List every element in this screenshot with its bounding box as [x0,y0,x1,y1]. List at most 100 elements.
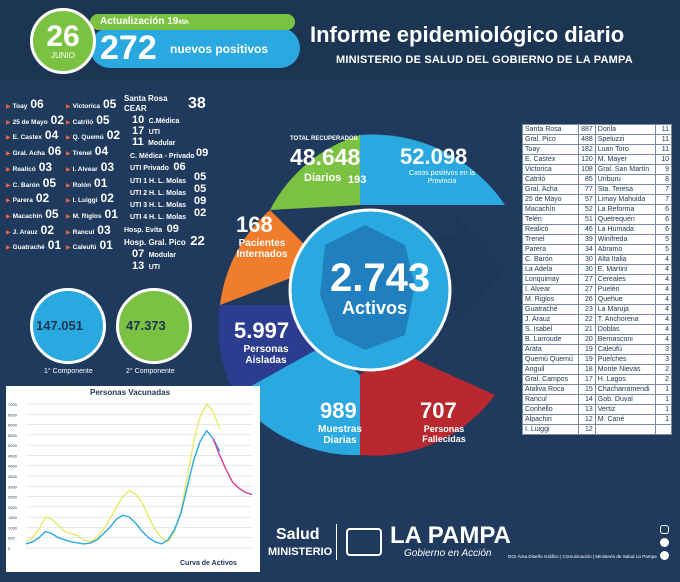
table-cell: T. Anchorena [594,314,657,325]
hospitalized-sector [220,210,325,305]
locality-name: C. Barón [12,181,40,189]
date-month: JUNIO [51,51,75,60]
table-cell: Conhello [521,404,580,415]
second-component-circle [116,288,192,364]
c-medica-privado-row: C. Médica - Privado [130,153,195,160]
table-cell: H. Lagos [594,374,657,385]
footer-brand-sub: Gobierno en Acción [404,548,492,559]
locality-value: 04 [44,128,59,143]
table-cell: B. Larroude [521,334,580,345]
samples-sector [235,345,360,456]
arrow-icon: ▶ [66,182,71,189]
pico-modular-row: 07 Modular [132,248,176,260]
table-cell: Anguil [521,364,580,375]
table-row: Rancul 14 Gob. Duval 1 [521,394,672,405]
table-cell: 10 [655,154,672,165]
footer-ministerio: MINISTERIO [268,546,333,558]
table-cell: Caleufú [594,344,657,355]
arrow-icon: ▶ [6,119,11,126]
page-subtitle: MINISTERIO DE SALUD DEL GOBIERNO DE LA P… [336,54,633,66]
arrow-icon: ▶ [66,151,71,158]
table-cell: 12 [578,424,596,435]
locality-name: Parera [12,197,33,205]
locality-value: 03 [100,159,115,174]
province-logo-icon [346,528,382,556]
table-cell: La Reforma [594,204,657,215]
uti4-value: 02 [194,207,207,219]
locality-name: Gral. Acha [12,150,45,158]
locality-name: I. Alvear [72,165,98,173]
locality-row: ▶ J. Arauz 02 [6,223,54,237]
table-cell: 1 [655,394,672,405]
table-row: Guatraché 23 La Maruja 4 [521,304,672,315]
locality-name: Victorica [72,103,100,110]
table-cell: 7 [655,184,672,195]
locality-value: 01 [47,238,62,253]
cases-label: Casos positivos en la Provincia [408,170,476,185]
locality-value: 02 [40,222,55,237]
update-time-suffix: 45h [178,20,189,26]
table-cell: 1 [655,384,672,395]
table-cell: M. Cané [594,414,657,425]
table-cell: 14 [578,394,596,405]
table-cell: 20 [578,334,596,345]
table-row: Macachín 52 La Reforma 6 [521,204,672,215]
table-cell: 5 [655,244,672,255]
table-row: Trenel 39 Winifreda 5 [521,234,672,245]
table-row: La Adela 30 E. Martini 4 [521,264,672,275]
locality-name: I. Luiggi [72,197,98,205]
twitter-icon[interactable] [660,551,669,560]
table-cell: Cereales [594,274,657,285]
table-cell: Bernasconi [594,334,657,345]
locality-value: 02 [100,191,114,206]
table-cell: 108 [578,164,596,175]
locality-value: 03 [38,159,53,174]
second-component-value: 47.373 [126,318,166,333]
locality-row: ▶ Victorica 05 [66,97,116,111]
table-row: Toay 182 Luan Toro 11 [521,144,672,155]
table-cell: Uriburu [594,174,657,185]
table-cell: 22 [578,314,596,325]
y-tick-label: 7000 [8,402,18,407]
locality-value: 05 [102,97,117,111]
facebook-icon[interactable] [660,538,669,547]
locality-row: ▶ Catriló 05 [66,113,110,127]
cases-value: 52.098 [400,144,468,169]
table-cell: Gral. Acha [521,184,580,195]
table-cell: 4 [655,254,672,265]
table-cell: Guatraché [521,304,580,315]
c-medica-privado-value: 09 [196,147,209,159]
table-row: Telén 51 Quetrequén 6 [521,214,672,225]
isolated-label: Personas Aisladas [243,344,289,366]
table-row: J. Arauz 22 T. Anchorena 4 [521,314,672,325]
uti-row: 17 UTI [132,125,160,137]
table-cell: 4 [655,294,672,305]
table-row: Gral. Acha 77 Sta. Teresa 7 [521,184,672,195]
locality-name: Guatraché [12,244,45,252]
locality-value: 06 [47,144,62,159]
cases-sector [360,134,505,205]
table-cell: 4 [655,264,672,275]
page-title: Informe epidemiológico diario [310,22,625,47]
table-row: Ataliva Roca 15 Chacharramendi 1 [521,384,672,395]
table-row: Victorica 108 Gral. San Martín 9 [521,164,672,175]
instagram-icon[interactable] [660,525,669,534]
table-cell: 9 [655,164,672,175]
table-row: M. Riglos 26 Quehue 4 [521,294,672,305]
table-cell: 4 [655,324,672,335]
table-cell: C. Barón [521,254,580,265]
table-cell: 1 [655,414,672,425]
table-cell: 8 [655,174,672,185]
vaccination-chart: 7000650060005500500045004000350030002500… [8,402,253,551]
locality-value: 02 [35,191,50,206]
new-positives-count: 272 [100,29,157,67]
table-cell: Realicó [521,224,580,235]
table-row: I. Alvear 27 Puelén 4 [521,284,672,295]
y-tick-label: 1500 [8,515,18,520]
hosp-pico-row: Hosp. Gral. Pico 22 [124,233,205,248]
table-cell: E. Castex [521,154,580,165]
locality-value: 04 [94,144,109,159]
footer-salud: Salud [276,526,320,543]
locality-value: 05 [96,112,110,127]
table-cell: Alpachiri [521,414,580,425]
